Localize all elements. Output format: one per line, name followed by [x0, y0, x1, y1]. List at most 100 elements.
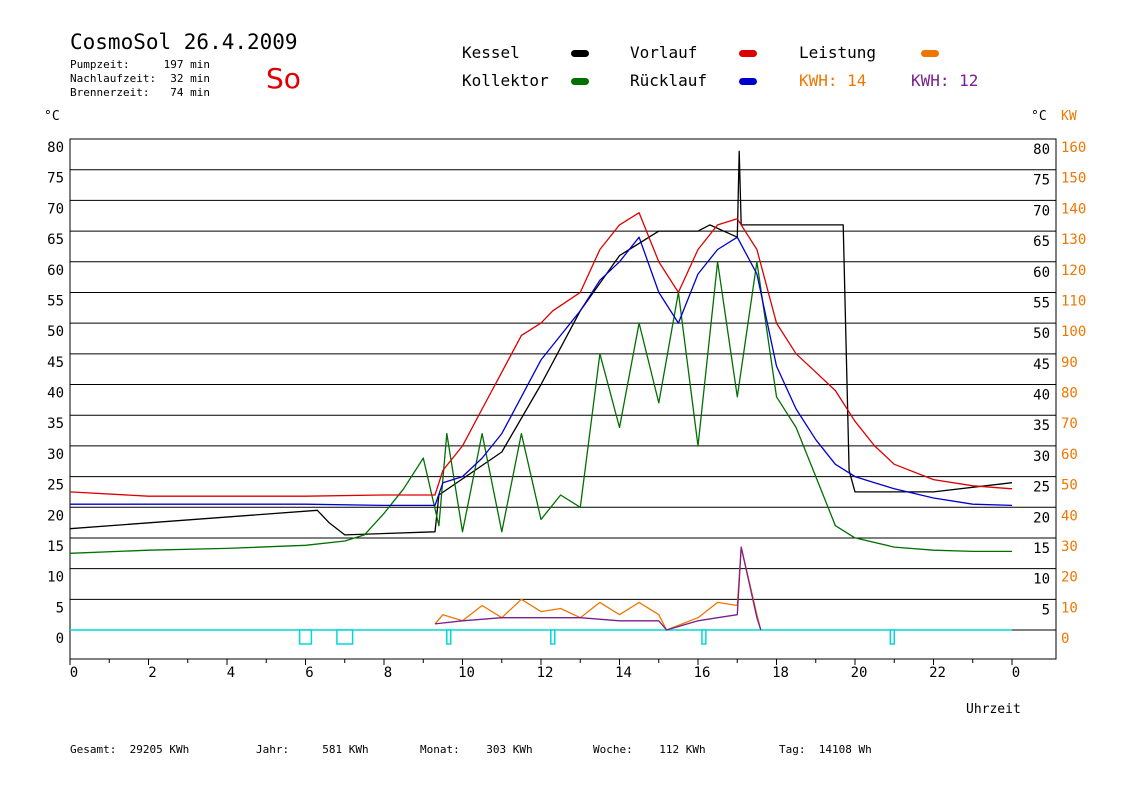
legend-kessel-swatch — [571, 50, 589, 57]
y2-tick-label-kw: 20 — [1061, 570, 1078, 586]
chart-area: 0510152025303540455055606570758051015202… — [47, 138, 1086, 681]
legend-kwh-orange: KWH: 14 — [799, 71, 867, 90]
y-tick-label: 60 — [47, 263, 64, 279]
series-line-kollektor — [69, 261, 1012, 554]
y-tick-label: 70 — [47, 201, 64, 217]
footer-gesamt: Gesamt: 29205 KWh — [70, 743, 190, 756]
pump-marker — [298, 629, 313, 645]
y2-tick-label-kw: 160 — [1061, 140, 1086, 156]
y2-tick-label-c: 40 — [1033, 388, 1050, 404]
y2-tick-label-kw: 80 — [1061, 386, 1078, 402]
pump-marker — [550, 629, 556, 645]
y2-tick-label-kw: 30 — [1061, 539, 1078, 555]
footer-monat: Monat: 303 KWh — [420, 743, 533, 756]
y2-tick-label-c: 65 — [1033, 234, 1050, 250]
y2-tick-label-c: 55 — [1033, 295, 1050, 311]
y2-tick-label-kw: 120 — [1061, 263, 1086, 279]
y-tick-label: 15 — [47, 539, 64, 555]
y2-tick-label-kw: 10 — [1061, 600, 1078, 616]
stat-nachlaufzeit: Nachlaufzeit: 32 min — [70, 72, 210, 85]
y2-tick-label-kw: 140 — [1061, 201, 1086, 217]
y-tick-label: 40 — [47, 386, 64, 402]
legend-leistung-swatch — [921, 50, 939, 57]
x-tick-label: 0 — [1012, 665, 1020, 681]
y2-tick-label-c: 50 — [1033, 326, 1050, 342]
plot-frame — [69, 138, 1057, 660]
pump-marker — [446, 629, 452, 645]
x-tick-label: 16 — [694, 665, 711, 681]
legend-vorlauf: Vorlauf — [630, 43, 698, 62]
y2-tick-label-c: 80 — [1033, 142, 1050, 158]
y2-tick-label-c: 20 — [1033, 510, 1050, 526]
y-tick-label: 75 — [47, 171, 64, 187]
pump-marker — [701, 629, 707, 645]
y2-tick-label-c: 30 — [1033, 449, 1050, 465]
x-tick-label: 22 — [929, 665, 946, 681]
y2-tick-label-c: 45 — [1033, 357, 1050, 373]
legend-leistung: Leistung — [799, 43, 877, 62]
x-tick-label: 6 — [305, 665, 313, 681]
x-axis-label: Uhrzeit — [966, 702, 1021, 717]
series-line-r-cklauf — [70, 236, 1013, 507]
y2-tick-label-c: 10 — [1033, 572, 1050, 588]
y2-tick-label-c: 35 — [1033, 418, 1050, 434]
footer-tag: Tag: 14108 Wh — [779, 743, 872, 756]
y2-tick-label-c: 70 — [1033, 203, 1050, 219]
y2-tick-label-c: 75 — [1033, 173, 1050, 189]
pump-marker — [336, 629, 354, 645]
y-tick-label: 55 — [47, 293, 64, 309]
x-tick-label: 2 — [148, 665, 156, 681]
x-tick-label: 4 — [227, 665, 235, 681]
y-tick-label: 5 — [56, 600, 64, 616]
y2-tick-label-c: 25 — [1033, 480, 1050, 496]
chart-title: CosmoSol 26.4.2009 — [70, 30, 298, 54]
y-tick-label: 45 — [47, 355, 64, 371]
stat-pumpzeit: Pumpzeit: 197 min — [70, 58, 210, 71]
legend-kessel: Kessel — [462, 43, 520, 62]
legend-ruecklauf-swatch — [739, 78, 757, 85]
y2-tick-label-kw: 130 — [1061, 232, 1086, 248]
y2-tick-label-c: 5 — [1042, 602, 1050, 618]
y-tick-label: 20 — [47, 508, 64, 524]
legend-kollektor: Kollektor — [462, 71, 549, 90]
y-tick-label: 50 — [47, 324, 64, 340]
x-tick-label: 20 — [851, 665, 868, 681]
footer-woche: Woche: 112 KWh — [593, 743, 706, 756]
y2-tick-label-kw: 70 — [1061, 416, 1078, 432]
y2-tick-label-kw: 90 — [1061, 355, 1078, 371]
legend-kwh-purple: KWH: 12 — [911, 71, 979, 90]
x-tick-label: 0 — [70, 665, 78, 681]
y2-tick-label-kw: 60 — [1061, 447, 1078, 463]
right-axis-unit-c: °C — [1031, 109, 1047, 124]
stat-brennerzeit: Brennerzeit: 74 min — [70, 86, 210, 99]
y-tick-label: 10 — [47, 570, 64, 586]
x-tick-label: 14 — [615, 665, 632, 681]
y-tick-label: 30 — [47, 447, 64, 463]
x-tick-label: 18 — [772, 665, 789, 681]
y-tick-label: 35 — [47, 416, 64, 432]
y2-tick-label-kw: 0 — [1061, 631, 1069, 647]
legend-vorlauf-swatch — [739, 50, 757, 57]
y-tick-label: 25 — [47, 478, 64, 494]
series-line-kessel — [69, 150, 1013, 536]
y-tick-label: 80 — [47, 140, 64, 156]
legend-kollektor-swatch — [571, 78, 589, 85]
y-tick-label: 65 — [47, 232, 64, 248]
y2-tick-label-kw: 40 — [1061, 508, 1078, 524]
y2-tick-label-kw: 50 — [1061, 478, 1078, 494]
y2-tick-label-kw: 100 — [1061, 324, 1086, 340]
series-line-leistung — [434, 546, 762, 631]
pump-marker — [889, 629, 896, 645]
left-axis-unit: °C — [44, 109, 60, 124]
y2-tick-label-c: 15 — [1033, 541, 1050, 557]
x-tick-label: 8 — [384, 665, 392, 681]
footer-jahr: Jahr: 581 KWh — [256, 743, 369, 756]
y2-tick-label-c: 60 — [1033, 265, 1050, 281]
series-line-vorlauf — [69, 212, 1013, 497]
series-line-kwh-12 — [434, 546, 762, 631]
legend-ruecklauf: Rücklauf — [630, 71, 708, 90]
right-axis-unit-kw: KW — [1061, 109, 1077, 124]
x-tick-label: 12 — [537, 665, 554, 681]
y2-tick-label-kw: 150 — [1061, 171, 1086, 187]
y-tick-label: 0 — [56, 631, 64, 647]
